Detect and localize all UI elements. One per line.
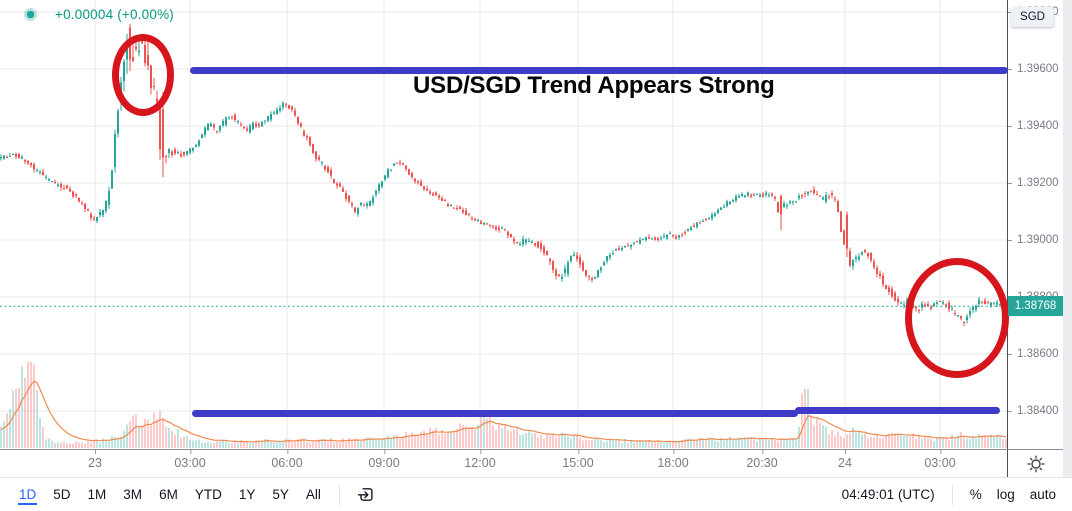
currency-badge: SGD — [1011, 7, 1054, 27]
page-background-strip — [1063, 0, 1072, 477]
time-tick-label: 09:00 — [368, 450, 400, 470]
range-1y[interactable]: 1Y — [238, 487, 256, 502]
range-tabs: 1D 5D 1M 3M 6M YTD 1Y 5Y All — [18, 485, 322, 505]
range-1m[interactable]: 1M — [87, 487, 107, 502]
time-axis[interactable]: 23 03:00 06:00 09:00 12:00 15:00 18:00 20:30 24 0… — [0, 449, 1007, 477]
series-dot-icon — [24, 8, 37, 21]
toolbar-divider — [338, 484, 340, 505]
resistance-trendline — [190, 67, 1008, 74]
time-tick-label: 20:30 — [746, 450, 778, 470]
range-6m[interactable]: 6M — [159, 487, 178, 502]
auto-scale-button[interactable]: auto — [1029, 487, 1056, 502]
annotation-circle-spike — [112, 34, 174, 116]
time-tick-label: 03:00 — [174, 450, 206, 470]
bottom-toolbar: 1D 5D 1M 3M 6M YTD 1Y 5Y All 04:49:01 (UTC) % lo… — [0, 477, 1072, 511]
log-scale-button[interactable]: log — [996, 487, 1015, 502]
indicator-legend: +0.00004 (+0.00%) — [24, 7, 174, 22]
chart-annotation-title: USD/SGD Trend Appears Strong — [413, 72, 775, 99]
sun-theme-icon[interactable] — [1026, 454, 1046, 474]
price-tick-label: 1.39200 — [1008, 176, 1063, 190]
price-change-label: +0.00004 (+0.00%) — [55, 7, 174, 22]
support-trendline-b — [795, 407, 1000, 414]
annotation-circle-current — [905, 258, 1009, 378]
range-ytd[interactable]: YTD — [194, 487, 222, 502]
price-axis[interactable]: 1.398001.396001.394001.392001.390001.388… — [1007, 0, 1063, 449]
time-tick-label: 18:00 — [657, 450, 689, 470]
price-tick-label: 1.39000 — [1008, 233, 1063, 247]
range-5y[interactable]: 5Y — [272, 487, 289, 502]
last-price-badge: 1.38768 — [1008, 296, 1063, 317]
range-5d[interactable]: 5D — [53, 487, 71, 502]
price-tick-label: 1.38600 — [1008, 347, 1063, 361]
range-1d[interactable]: 1D — [18, 485, 38, 505]
axis-corner — [1007, 449, 1063, 477]
percent-scale-button[interactable]: % — [969, 487, 982, 502]
time-tick-label: 06:00 — [271, 450, 303, 470]
go-to-date-icon[interactable] — [357, 485, 376, 504]
time-tick-label: 03:00 — [924, 450, 956, 470]
price-tick-label: 1.38400 — [1008, 404, 1063, 418]
time-tick-label: 23 — [88, 450, 102, 470]
clock-utc[interactable]: 04:49:01 (UTC) — [841, 487, 935, 502]
price-tick-label: 1.39600 — [1008, 62, 1063, 76]
range-all[interactable]: All — [305, 487, 321, 502]
time-tick-label: 15:00 — [562, 450, 594, 470]
price-tick-label: 1.39400 — [1008, 119, 1063, 133]
range-3m[interactable]: 3M — [123, 487, 143, 502]
time-tick-label: 24 — [838, 450, 852, 470]
time-tick-label: 12:00 — [464, 450, 496, 470]
toolbar-divider — [951, 484, 953, 505]
support-trendline-a — [192, 410, 798, 417]
